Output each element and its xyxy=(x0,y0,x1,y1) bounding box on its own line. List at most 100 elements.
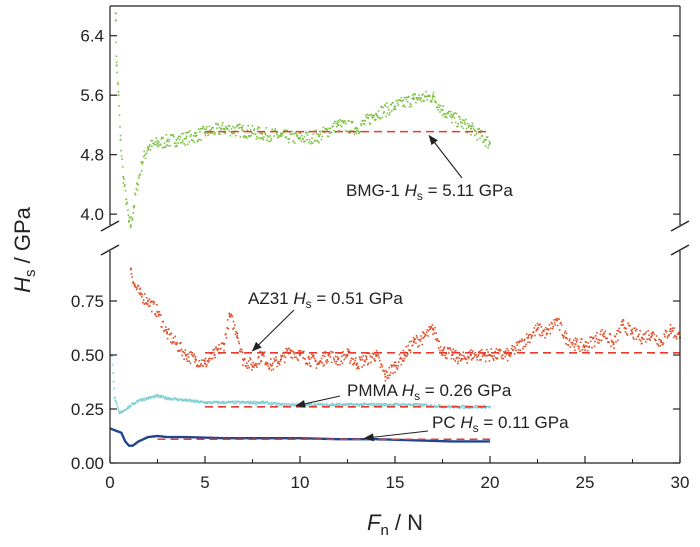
data-point xyxy=(370,361,372,364)
data-point xyxy=(642,333,645,336)
data-point xyxy=(403,360,405,362)
data-point xyxy=(238,127,240,129)
data-point xyxy=(462,351,465,354)
data-point xyxy=(213,348,216,351)
data-point xyxy=(669,330,671,333)
data-point xyxy=(448,405,451,408)
data-point xyxy=(158,311,161,313)
data-point xyxy=(206,364,208,366)
data-point xyxy=(463,119,465,122)
data-point xyxy=(293,404,296,407)
data-point xyxy=(236,332,239,335)
data-point xyxy=(196,140,199,143)
data-point xyxy=(219,133,221,136)
data-point xyxy=(263,401,265,403)
data-point xyxy=(291,404,293,407)
data-point xyxy=(113,397,116,400)
x-tick-label: 25 xyxy=(576,473,595,492)
data-point xyxy=(192,139,194,142)
data-point xyxy=(342,351,344,353)
data-point xyxy=(612,340,614,343)
data-point xyxy=(507,349,510,352)
data-point xyxy=(383,402,386,405)
data-point xyxy=(333,358,335,361)
data-point xyxy=(233,327,235,329)
data-point xyxy=(476,139,479,141)
data-point xyxy=(208,358,210,360)
data-point xyxy=(214,132,216,134)
data-point xyxy=(206,401,208,403)
label-symbol: H xyxy=(460,413,473,432)
data-point xyxy=(529,341,531,344)
data-point xyxy=(165,134,168,136)
data-point xyxy=(449,115,451,117)
data-point xyxy=(194,399,197,401)
data-point xyxy=(363,402,365,405)
data-point xyxy=(254,402,256,405)
data-point xyxy=(205,128,208,130)
data-point xyxy=(444,357,447,359)
data-point xyxy=(479,137,481,139)
data-point xyxy=(396,99,398,102)
data-point xyxy=(406,101,409,103)
data-point xyxy=(255,364,258,367)
data-point xyxy=(156,304,158,306)
data-point xyxy=(405,404,407,407)
data-point xyxy=(438,106,441,109)
data-point xyxy=(342,121,344,123)
data-point xyxy=(420,335,422,337)
data-point xyxy=(132,212,134,214)
data-point xyxy=(251,402,254,405)
data-point xyxy=(268,367,271,369)
data-point xyxy=(140,400,143,402)
data-point xyxy=(231,132,233,135)
data-point xyxy=(464,123,467,125)
data-point xyxy=(375,118,377,121)
data-point xyxy=(358,356,361,358)
data-point xyxy=(158,394,160,397)
data-point xyxy=(177,137,179,139)
data-point xyxy=(287,138,289,140)
data-point xyxy=(468,356,470,359)
data-point xyxy=(430,403,432,406)
data-point xyxy=(120,411,122,414)
data-point xyxy=(221,122,224,124)
data-point xyxy=(253,363,256,366)
data-point xyxy=(318,361,321,363)
y-tick-label: 6.4 xyxy=(80,27,104,46)
data-point xyxy=(487,144,490,146)
data-point xyxy=(392,364,395,366)
data-point xyxy=(285,351,288,353)
data-point xyxy=(425,334,427,336)
data-point xyxy=(393,361,396,364)
data-point xyxy=(519,349,522,351)
data-point xyxy=(488,140,491,143)
data-point xyxy=(141,163,144,165)
data-point xyxy=(383,111,385,113)
data-point xyxy=(412,96,415,99)
data-point xyxy=(256,362,259,365)
data-point xyxy=(370,114,373,117)
data-point xyxy=(131,218,134,220)
data-point xyxy=(520,338,523,340)
data-point xyxy=(645,331,648,333)
data-point xyxy=(637,335,639,338)
data-point xyxy=(258,355,260,358)
data-point xyxy=(339,403,342,405)
data-point xyxy=(430,101,433,103)
data-point xyxy=(633,338,635,340)
data-point xyxy=(439,349,441,352)
label-pc: PC Hs = 0.11 GPa xyxy=(432,413,569,435)
data-point xyxy=(145,397,147,399)
data-point xyxy=(128,219,130,222)
data-point xyxy=(664,329,667,332)
data-point xyxy=(477,354,480,356)
data-point xyxy=(156,310,159,313)
data-point xyxy=(208,360,211,362)
data-point xyxy=(457,360,460,363)
data-point xyxy=(449,347,451,349)
data-point xyxy=(344,357,347,359)
data-point xyxy=(239,123,241,126)
data-point xyxy=(425,331,428,334)
data-point xyxy=(133,204,136,207)
